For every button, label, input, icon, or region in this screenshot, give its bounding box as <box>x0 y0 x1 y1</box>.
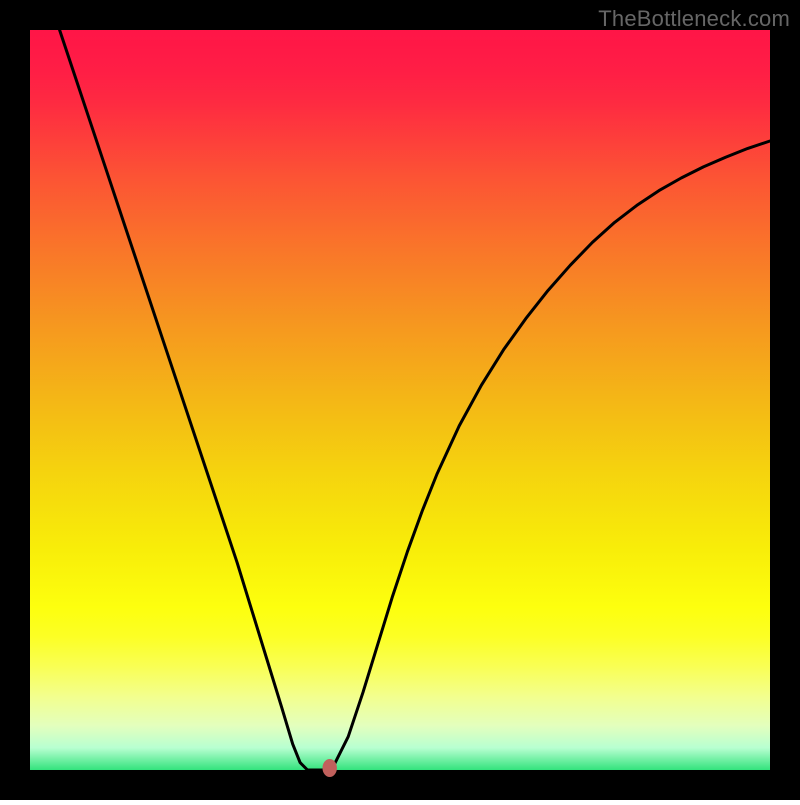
chart-svg <box>0 0 800 800</box>
optimum-marker <box>323 759 337 777</box>
chart-background-gradient <box>30 30 770 770</box>
bottleneck-chart: TheBottleneck.com <box>0 0 800 800</box>
watermark-text: TheBottleneck.com <box>598 6 790 32</box>
